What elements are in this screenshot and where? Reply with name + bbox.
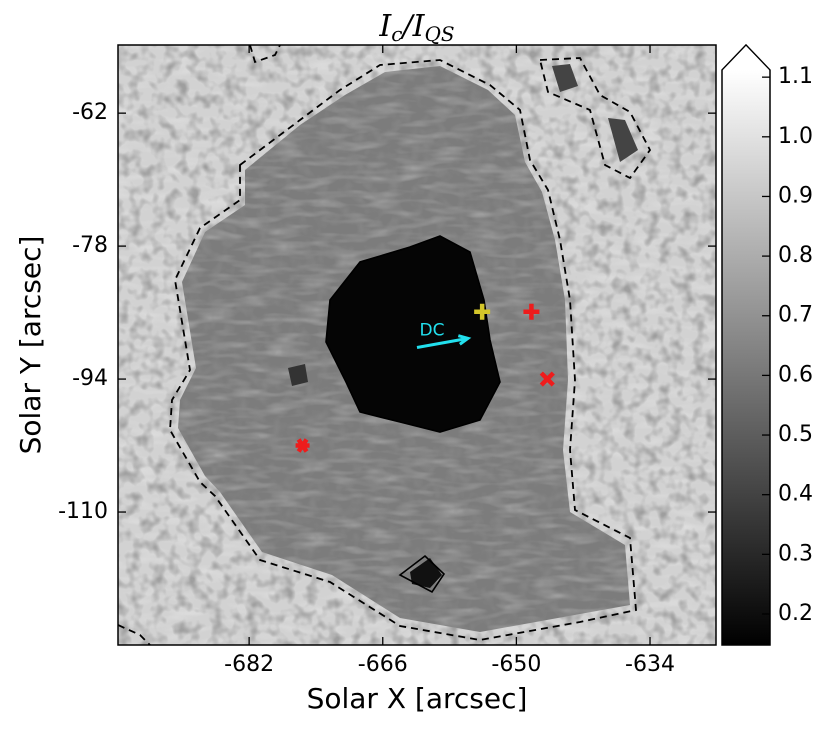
x-tick-label: -666 xyxy=(358,652,408,677)
colorbar-tick-label: 0.2 xyxy=(778,601,813,626)
y-tick-label: -78 xyxy=(72,233,108,258)
colorbar xyxy=(722,70,770,645)
colorbar-tick-label: 1.0 xyxy=(778,124,813,149)
colorbar-frame xyxy=(721,43,771,646)
x-tick-label: -634 xyxy=(625,652,675,677)
y-tick-label: -62 xyxy=(72,100,108,125)
colorbar-tick-label: 1.1 xyxy=(778,64,813,89)
colorbar-tick-label: 0.3 xyxy=(778,541,813,566)
colorbar-tick-label: 0.4 xyxy=(778,482,813,507)
x-axis-label: Solar X [arcsec] xyxy=(307,682,528,715)
colorbar-tick-label: 0.9 xyxy=(778,183,813,208)
colorbar-tick-label: 0.7 xyxy=(778,303,813,328)
x-tick-label: -650 xyxy=(491,652,541,677)
plot-frame xyxy=(117,44,717,646)
intensity-image xyxy=(118,45,716,645)
y-tick-label: -94 xyxy=(72,366,108,391)
marker xyxy=(523,303,540,320)
x-tick-label: -682 xyxy=(224,652,274,677)
colorbar-extend xyxy=(723,46,769,70)
colorbar-tick-label: 0.5 xyxy=(778,422,813,447)
annotation-text: DC xyxy=(420,320,445,340)
y-axis-label: Solar Y [arcsec] xyxy=(14,236,47,455)
annotation-arrow xyxy=(416,334,472,349)
colorbar-tick-label: 0.8 xyxy=(778,243,813,268)
colorbar-tick-label: 0.6 xyxy=(778,362,813,387)
title-part: QS xyxy=(424,22,454,46)
title-part: c xyxy=(391,22,402,46)
title-part: /I xyxy=(399,9,425,44)
y-tick-label: -110 xyxy=(58,499,108,524)
chart-title: Ic/IQS xyxy=(378,9,454,46)
marker xyxy=(539,371,555,387)
title-part: I xyxy=(378,9,392,44)
marker xyxy=(474,303,491,320)
marker xyxy=(295,438,310,453)
